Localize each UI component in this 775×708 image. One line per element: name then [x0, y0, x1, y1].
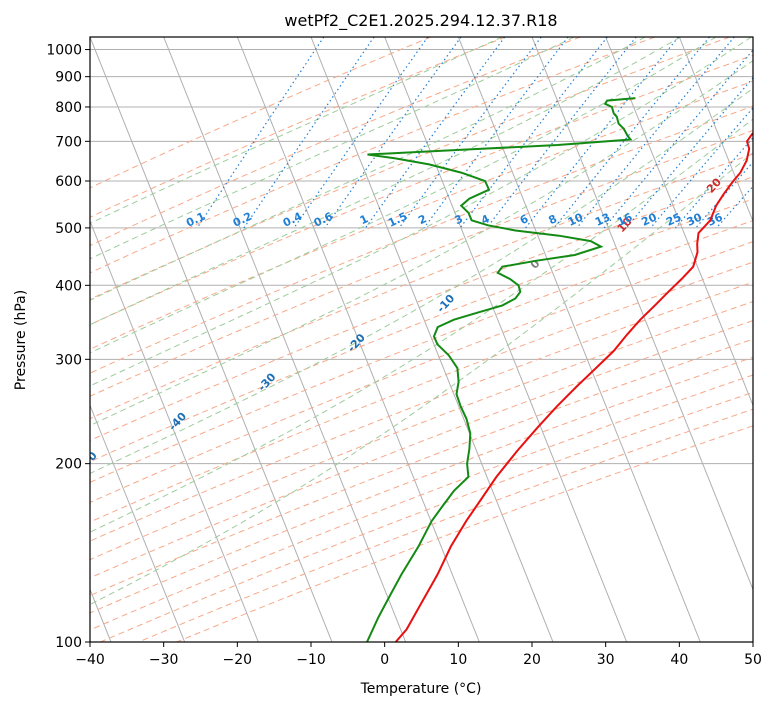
y-axis-label: Pressure (hPa) [13, 290, 29, 390]
moist-adiabat-line [90, 152, 753, 606]
mixing-ratio-label: 10 [566, 210, 586, 228]
x-tick-label: 40 [670, 652, 688, 668]
mixing-ratio-lines [196, 37, 753, 229]
isotherm-grid-line [90, 403, 186, 642]
moist-adiabats [90, 37, 753, 606]
x-tick-label: −10 [296, 652, 326, 668]
isotherm-grid-line [236, 37, 480, 642]
dry-adiabat-line [90, 220, 753, 483]
dry-adiabat-line [90, 338, 753, 597]
mixing-ratio-line [423, 37, 569, 229]
dry-adiabat-line [90, 129, 753, 397]
mixing-ratio-line [243, 37, 375, 229]
mixing-ratio-label: 20 [639, 210, 659, 228]
mixing-ratio-line [459, 37, 608, 229]
moist-adiabat-line [90, 37, 752, 387]
x-tick-label: 0 [380, 652, 389, 668]
isotherm-label: -50 [77, 449, 100, 473]
x-tick-label: 50 [744, 652, 762, 668]
moist-adiabat-line [90, 37, 503, 224]
dry-adiabats [90, 37, 753, 642]
y-tick-label: 100 [55, 635, 82, 651]
mixing-ratio-line [650, 106, 753, 229]
x-tick-label: −20 [223, 652, 253, 668]
mixing-ratio-line [486, 37, 637, 229]
mixing-ratio-label: 16 [615, 210, 635, 228]
dry-adiabat-line [90, 37, 730, 300]
mixing-ratio-label: 13 [593, 211, 612, 229]
mixing-ratio-labels: 0.1 0.2 0.4 0.6 1 1.5 2 3 4 6 8 10 13 16 20 25 30 36 [184, 210, 725, 230]
y-axis-ticks: 100 200 300 400 500 600 700 800 900 1000 [46, 43, 90, 651]
dry-adiabat-line [90, 241, 753, 503]
mixing-ratio-label: 30 [685, 210, 705, 228]
y-tick-label: 900 [55, 70, 82, 86]
dry-adiabat-line [100, 391, 753, 642]
moist-adiabat-line [90, 37, 575, 260]
dry-adiabat-line [90, 37, 506, 218]
x-tick-label: 30 [597, 652, 615, 668]
y-tick-label: 800 [55, 100, 82, 116]
moist-adiabat-line [90, 37, 681, 326]
mixing-ratio-label: 25 [664, 211, 683, 229]
dry-adiabat-line [90, 54, 753, 326]
dewpoint-profile-line [366, 97, 636, 642]
dry-adiabat-line [90, 37, 656, 274]
dry-adiabat-line [90, 281, 753, 542]
chart-title: wetPf2_C2E1.2025.294.12.37.R18 [284, 11, 557, 31]
x-tick-label: −40 [75, 652, 105, 668]
isotherm-grid-line [163, 37, 407, 642]
isotherm-grid-line [90, 37, 333, 642]
x-tick-label: 20 [523, 652, 541, 668]
y-tick-label: 600 [55, 174, 82, 190]
x-axis-label: Temperature (°C) [360, 681, 482, 697]
dry-adiabat-line [90, 301, 753, 561]
isotherm-grid-line [90, 219, 259, 642]
x-tick-label: −30 [149, 652, 179, 668]
dry-adiabat-line [90, 37, 581, 247]
mixing-ratio-line [293, 37, 429, 229]
plot-area: -100-90-80-70-60-50-40-30-20-10010203040… [77, 37, 753, 642]
x-axis-ticks: −40 −30 −20 −10 0 10 20 30 40 50 [75, 642, 762, 668]
y-tick-label: 1000 [46, 43, 82, 59]
dry-adiabat-line [90, 374, 753, 631]
moist-adiabat-line [90, 60, 753, 427]
dry-adiabat-line [90, 176, 753, 442]
plot-frame [89, 36, 754, 643]
mixing-ratio-label: 36 [705, 210, 725, 228]
moist-adiabat-line [90, 37, 646, 301]
isotherm-grid-line [457, 37, 701, 642]
temperature-profile-line [394, 132, 753, 642]
mixing-ratio-line [625, 76, 753, 229]
moist-adiabat-line [90, 37, 717, 354]
y-tick-label: 400 [55, 278, 82, 294]
x-tick-label: 10 [449, 652, 467, 668]
dry-adiabat-line [90, 153, 753, 420]
y-tick-label: 700 [55, 134, 82, 150]
isotherm-grid-line [531, 37, 753, 591]
mixing-ratio-line [525, 37, 679, 229]
y-tick-label: 500 [55, 221, 82, 237]
isotherm-grid-line [384, 37, 628, 642]
profile-series [366, 97, 753, 642]
mixing-ratio-line [196, 37, 325, 229]
y-tick-label: 200 [55, 457, 82, 473]
y-tick-label: 300 [55, 352, 82, 368]
isotherm-grid-line [605, 37, 753, 407]
isotherm-grid-line [678, 37, 753, 223]
